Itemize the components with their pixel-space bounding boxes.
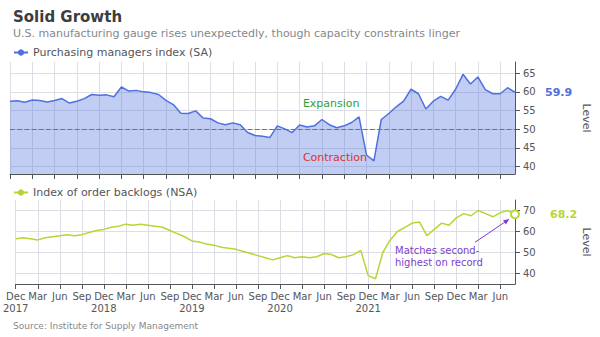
svg-text:Source: Institute for Supply M: Source: Institute for Supply Management bbox=[13, 321, 199, 331]
svg-text:2018: 2018 bbox=[91, 303, 116, 314]
svg-text:70: 70 bbox=[523, 205, 536, 216]
svg-text:60: 60 bbox=[523, 226, 536, 237]
svg-text:Expansion: Expansion bbox=[303, 97, 360, 110]
svg-text:59.9: 59.9 bbox=[545, 86, 572, 99]
svg-text:Sep: Sep bbox=[425, 291, 444, 302]
svg-text:55: 55 bbox=[523, 105, 536, 116]
svg-text:Mar: Mar bbox=[116, 291, 136, 302]
svg-text:Index of order backlogs (NSA): Index of order backlogs (NSA) bbox=[33, 186, 197, 199]
svg-text:Level: Level bbox=[580, 103, 593, 132]
svg-text:Sep: Sep bbox=[249, 291, 268, 302]
svg-text:Dec: Dec bbox=[6, 291, 25, 302]
svg-text:Contraction: Contraction bbox=[303, 151, 367, 164]
svg-text:Mar: Mar bbox=[381, 291, 401, 302]
svg-text:Mar: Mar bbox=[469, 291, 489, 302]
svg-text:Dec: Dec bbox=[447, 291, 466, 302]
svg-text:Sep: Sep bbox=[72, 291, 91, 302]
svg-text:Purchasing managers index (SA): Purchasing managers index (SA) bbox=[33, 46, 212, 59]
svg-text:Sep: Sep bbox=[337, 291, 356, 302]
svg-text:2019: 2019 bbox=[179, 303, 204, 314]
svg-text:U.S. manufacturing gauge rises: U.S. manufacturing gauge rises unexpecte… bbox=[13, 27, 460, 40]
svg-text:40: 40 bbox=[523, 268, 536, 279]
svg-text:Jun: Jun bbox=[51, 291, 68, 302]
svg-text:Mar: Mar bbox=[293, 291, 313, 302]
svg-text:Dec: Dec bbox=[182, 291, 201, 302]
svg-text:highest on record: highest on record bbox=[395, 257, 483, 268]
svg-text:65: 65 bbox=[523, 68, 536, 79]
svg-text:40: 40 bbox=[523, 161, 536, 172]
svg-text:Matches second-: Matches second- bbox=[395, 245, 480, 256]
svg-text:2021: 2021 bbox=[355, 303, 380, 314]
svg-text:60: 60 bbox=[523, 86, 536, 97]
svg-text:Jun: Jun bbox=[227, 291, 244, 302]
svg-text:Jun: Jun bbox=[139, 291, 156, 302]
svg-text:2017: 2017 bbox=[3, 303, 28, 314]
svg-text:50: 50 bbox=[523, 124, 536, 135]
svg-text:Sep: Sep bbox=[160, 291, 179, 302]
svg-text:Jun: Jun bbox=[315, 291, 332, 302]
svg-text:Solid Growth: Solid Growth bbox=[13, 8, 122, 26]
svg-text:Mar: Mar bbox=[205, 291, 225, 302]
svg-text:68.2: 68.2 bbox=[550, 208, 577, 221]
svg-text:Dec: Dec bbox=[270, 291, 289, 302]
svg-text:Jun: Jun bbox=[403, 291, 420, 302]
svg-text:Mar: Mar bbox=[28, 291, 48, 302]
svg-text:Dec: Dec bbox=[94, 291, 113, 302]
svg-text:Jun: Jun bbox=[492, 291, 509, 302]
svg-text:50: 50 bbox=[523, 247, 536, 258]
svg-text:2020: 2020 bbox=[267, 303, 292, 314]
svg-text:Dec: Dec bbox=[358, 291, 377, 302]
svg-text:Level: Level bbox=[580, 227, 593, 256]
svg-text:45: 45 bbox=[523, 142, 536, 153]
